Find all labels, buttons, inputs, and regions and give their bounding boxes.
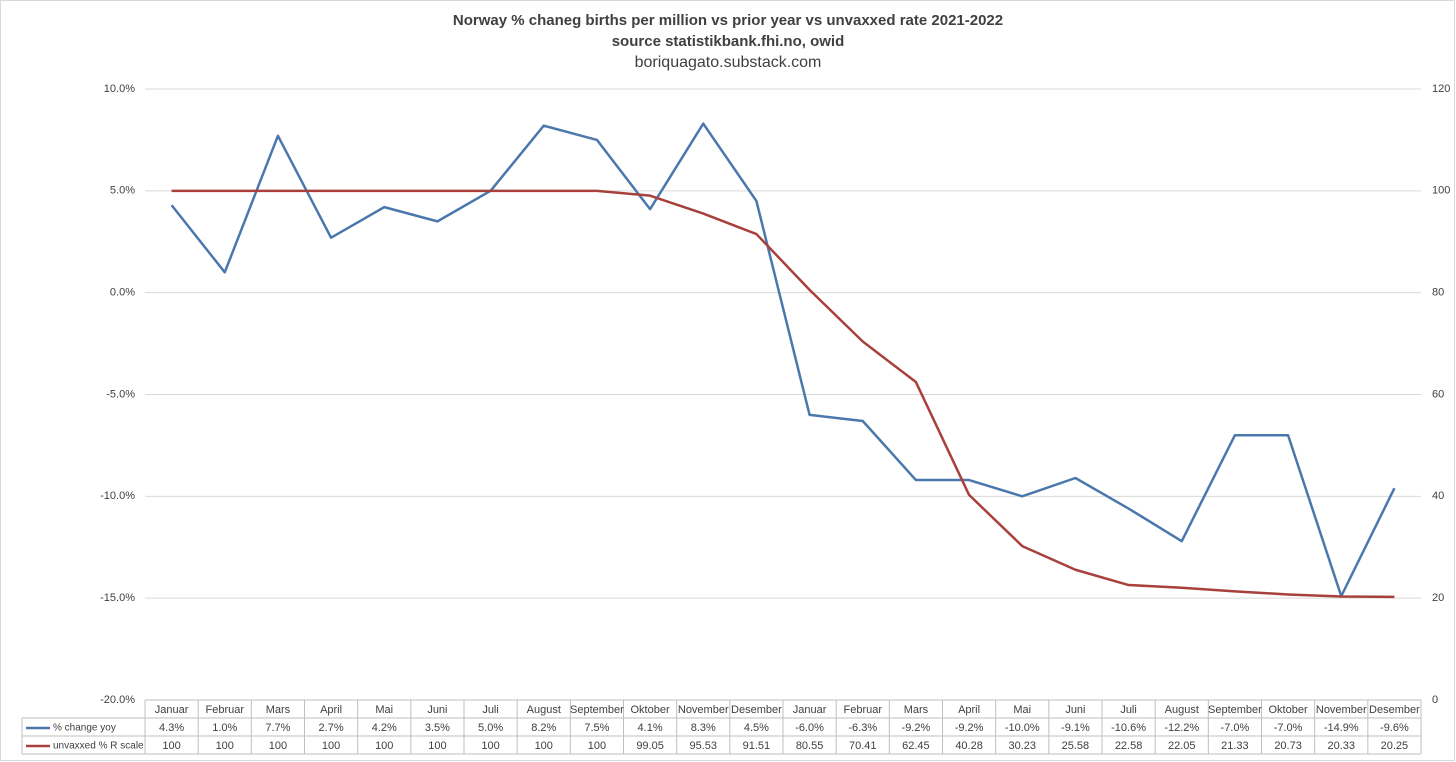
data-label: 4.2% [372, 722, 397, 734]
x-tick-label: Januar [155, 704, 189, 716]
x-tick-label: Januar [793, 704, 827, 716]
data-label: 100 [375, 740, 393, 752]
legend-label: % change yoy [53, 723, 116, 734]
chart-title: Norway % chaneg births per million vs pr… [453, 12, 1003, 29]
x-tick-label: Oktober [1269, 704, 1308, 716]
series-line [171, 189, 1395, 599]
x-tick-label: April [958, 704, 980, 716]
data-label: 100 [322, 740, 340, 752]
x-tick-label: Mai [375, 704, 393, 716]
x-tick-label: September [1208, 704, 1262, 716]
data-label: 7.5% [584, 722, 609, 734]
x-tick-label: April [320, 704, 342, 716]
data-label: 4.3% [159, 722, 184, 734]
y2-tick-label: 40 [1432, 490, 1444, 502]
y-tick-label: -5.0% [106, 388, 135, 400]
x-tick-label: Juni [427, 704, 447, 716]
data-label: 2.7% [319, 722, 344, 734]
y-tick-label: 0.0% [110, 287, 135, 299]
data-label: 80.55 [796, 740, 824, 752]
y2-tick-label: 60 [1432, 388, 1444, 400]
x-tick-label: Juli [1120, 704, 1137, 716]
data-label: -6.0% [795, 722, 824, 734]
data-label: 4.5% [744, 722, 769, 734]
x-tick-label: Juli [482, 704, 499, 716]
data-label: 100 [216, 740, 234, 752]
data-label: 8.2% [531, 722, 556, 734]
data-label: 8.3% [691, 722, 716, 734]
x-tick-label: August [1165, 704, 1199, 716]
chart-subtitle: boriquagato.substack.com [635, 54, 822, 71]
data-label: -12.2% [1164, 722, 1199, 734]
data-label: 100 [588, 740, 606, 752]
data-label: 25.58 [1062, 740, 1090, 752]
x-tick-label: November [678, 704, 729, 716]
data-label: 1.0% [212, 722, 237, 734]
data-label: 100 [481, 740, 499, 752]
legend-label: unvaxxed % R scale [53, 741, 144, 752]
data-label: 70.41 [849, 740, 877, 752]
y2-tick-label: 100 [1432, 185, 1450, 197]
data-label: 5.0% [478, 722, 503, 734]
data-label: -9.1% [1061, 722, 1090, 734]
data-label: 22.58 [1115, 740, 1143, 752]
chart-title: source statistikbank.fhi.no, owid [612, 33, 845, 50]
data-label: 4.1% [638, 722, 663, 734]
data-label: 22.05 [1168, 740, 1196, 752]
data-label: 3.5% [425, 722, 450, 734]
x-tick-label: September [570, 704, 624, 716]
data-label: 62.45 [902, 740, 930, 752]
y-tick-label: -15.0% [100, 592, 135, 604]
x-tick-label: Desember [731, 704, 782, 716]
data-label: 20.73 [1274, 740, 1302, 752]
data-label: 20.33 [1327, 740, 1355, 752]
x-tick-label: Mai [1013, 704, 1031, 716]
data-label: 100 [162, 740, 180, 752]
x-tick-label: Juni [1065, 704, 1085, 716]
data-label: -6.3% [848, 722, 877, 734]
series-line [170, 122, 1396, 598]
data-label: 99.05 [636, 740, 664, 752]
data-label: 95.53 [689, 740, 717, 752]
data-label: 100 [269, 740, 287, 752]
data-label: -9.2% [902, 722, 931, 734]
y-tick-label: -20.0% [100, 694, 135, 706]
data-label: 21.33 [1221, 740, 1249, 752]
data-label: -10.0% [1005, 722, 1040, 734]
x-tick-label: August [527, 704, 561, 716]
data-label: 7.7% [265, 722, 290, 734]
data-label: -7.0% [1274, 722, 1303, 734]
data-label: 100 [428, 740, 446, 752]
data-label: -10.6% [1111, 722, 1146, 734]
data-label: 40.28 [955, 740, 983, 752]
y2-tick-label: 120 [1432, 83, 1450, 95]
y2-tick-label: 0 [1432, 694, 1438, 706]
x-tick-label: November [1316, 704, 1367, 716]
y2-tick-label: 20 [1432, 592, 1444, 604]
data-label: -14.9% [1324, 722, 1359, 734]
y-tick-label: 5.0% [110, 185, 135, 197]
y-tick-label: -10.0% [100, 490, 135, 502]
x-tick-label: Mars [266, 704, 291, 716]
x-tick-label: Mars [904, 704, 929, 716]
y-tick-label: 10.0% [104, 83, 135, 95]
x-tick-label: Februar [843, 704, 882, 716]
data-label: -9.6% [1380, 722, 1409, 734]
data-label: 20.25 [1381, 740, 1409, 752]
data-label: 100 [535, 740, 553, 752]
x-tick-label: Desember [1369, 704, 1420, 716]
data-label: -9.2% [955, 722, 984, 734]
data-label: -7.0% [1221, 722, 1250, 734]
y2-tick-label: 80 [1432, 287, 1444, 299]
x-tick-label: Februar [205, 704, 244, 716]
data-label: 91.51 [743, 740, 771, 752]
data-label: 30.23 [1008, 740, 1036, 752]
x-tick-label: Oktober [631, 704, 670, 716]
